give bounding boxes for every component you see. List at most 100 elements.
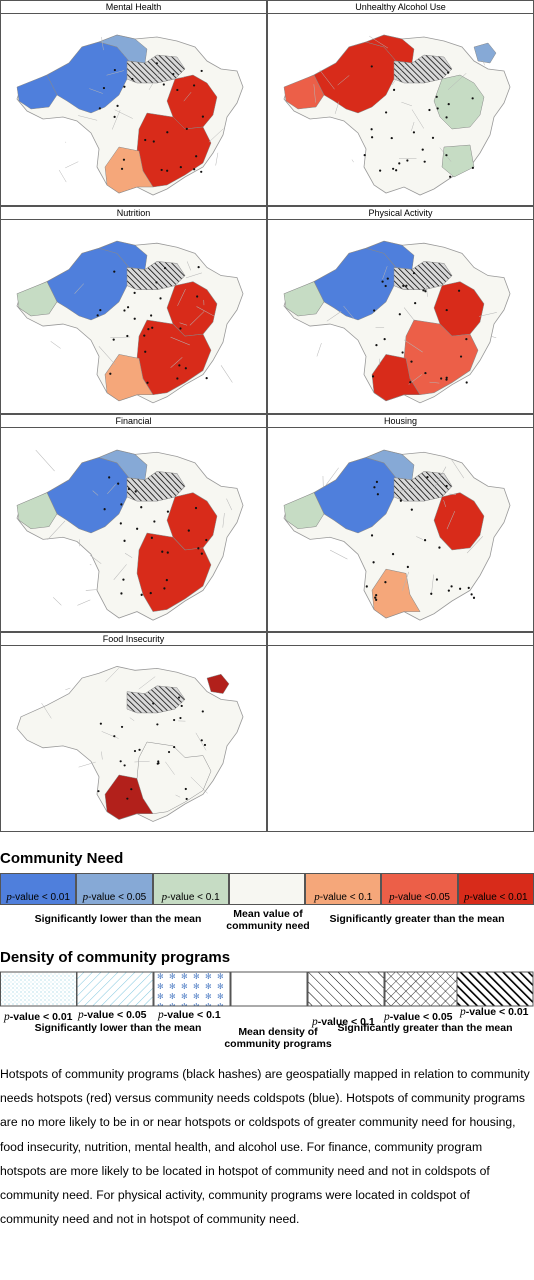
- panel-title: [268, 633, 533, 646]
- program-location-dot: [430, 592, 433, 595]
- density-swatch-hot-95: [384, 971, 458, 1007]
- program-location-dot: [373, 486, 376, 489]
- program-location-dot: [436, 107, 439, 110]
- density-swatch-cold-99: [0, 971, 77, 1007]
- need-region: [365, 240, 415, 270]
- program-hotspot-region: [126, 685, 186, 714]
- tract-boundary: [482, 60, 486, 66]
- tract-boundary: [92, 490, 99, 496]
- p-symbol: p: [6, 891, 12, 903]
- need-region: [16, 492, 58, 530]
- tract-boundary: [425, 282, 428, 297]
- legend-need-swatch: p-value < 0.1: [152, 873, 229, 905]
- program-location-dot: [200, 69, 203, 73]
- program-location-dot: [97, 790, 100, 793]
- need-region: [136, 532, 212, 612]
- program-location-dot: [195, 155, 198, 158]
- panel-title: Nutrition: [1, 207, 266, 220]
- pvalue-label: -value <0.05: [394, 892, 450, 903]
- legend-need-swatch: p-value < 0.05: [76, 873, 153, 905]
- program-location-dot: [136, 527, 139, 530]
- program-location-dot: [172, 72, 175, 76]
- legend-density-heading: Density of community programs: [0, 949, 231, 966]
- density-pvalue: p-value < 0.1: [312, 1016, 375, 1028]
- program-location-dot: [126, 334, 129, 338]
- program-location-dot: [197, 266, 200, 269]
- tract-boundary: [65, 161, 79, 169]
- tract-boundary: [177, 289, 186, 306]
- tract-boundary: [134, 760, 150, 763]
- panel-title: Food Insecurity: [1, 633, 266, 646]
- tract-boundary: [447, 73, 467, 90]
- legend-density-greater-label: Significantly greater than the mean: [337, 1022, 513, 1034]
- tract-boundary: [78, 115, 98, 121]
- tract-boundary: [466, 536, 483, 554]
- program-location-dot: [166, 131, 169, 134]
- tract-boundary: [403, 339, 423, 353]
- program-location-dot: [116, 104, 119, 107]
- program-location-dot: [373, 309, 376, 312]
- program-location-dot: [133, 291, 136, 294]
- tract-boundary: [175, 794, 181, 798]
- program-location-dot: [409, 381, 412, 384]
- program-location-dot: [470, 593, 473, 596]
- tract-boundary: [326, 311, 342, 322]
- program-location-dot: [140, 593, 143, 597]
- program-location-dot: [201, 115, 204, 118]
- program-location-dot: [120, 592, 123, 595]
- tract-boundary: [403, 307, 415, 321]
- program-location-dot: [385, 111, 388, 114]
- program-location-dot: [138, 748, 141, 751]
- tract-boundary: [416, 536, 423, 540]
- need-region: [98, 449, 148, 481]
- pvalue-label: -value < 0.01: [465, 1006, 529, 1018]
- program-location-dot: [157, 762, 160, 765]
- program-location-dot: [126, 797, 129, 800]
- legend-need-swatch: [228, 873, 306, 905]
- tract-boundary: [77, 599, 91, 606]
- tract-boundary: [400, 577, 403, 580]
- program-location-dot: [119, 522, 122, 525]
- tract-boundary: [89, 88, 103, 94]
- program-location-dot: [428, 108, 431, 112]
- program-location-dot: [140, 506, 143, 509]
- tract-boundary: [107, 484, 116, 495]
- program-location-dot: [179, 716, 182, 720]
- program-location-dot: [150, 536, 153, 539]
- tract-boundary: [101, 731, 119, 739]
- tract-boundary: [65, 687, 71, 691]
- program-location-dot: [423, 539, 427, 542]
- pvalue-label: -value < 0.05: [83, 1009, 147, 1021]
- program-location-dot: [134, 490, 137, 493]
- map-panel-empty: [267, 632, 534, 832]
- program-location-dot: [163, 587, 166, 590]
- program-location-dot: [117, 482, 120, 485]
- legend-density-mean-label: Mean density of community programs: [224, 1026, 332, 1050]
- program-location-dot: [113, 68, 116, 72]
- program-location-dot: [127, 487, 131, 491]
- tract-boundary: [179, 322, 188, 326]
- tract-boundary: [78, 761, 96, 768]
- program-location-dot: [406, 565, 409, 569]
- program-location-dot: [395, 169, 398, 172]
- hotspot-map: [283, 449, 511, 621]
- tract-boundary: [74, 283, 84, 294]
- program-location-dot: [99, 722, 102, 725]
- need-region: [365, 449, 415, 481]
- pvalue-label: -value < 0.05: [88, 892, 147, 903]
- tract-boundary: [148, 70, 161, 90]
- program-location-dot: [412, 272, 416, 275]
- tract-boundary: [138, 676, 156, 690]
- tract-boundary: [325, 467, 339, 485]
- program-location-dot: [421, 148, 424, 151]
- panel-title: Financial: [1, 415, 266, 428]
- program-location-dot: [471, 97, 474, 100]
- tract-boundary: [58, 169, 67, 183]
- program-location-dot: [179, 166, 182, 169]
- program-location-dot: [113, 115, 116, 118]
- program-location-dot: [156, 723, 159, 726]
- program-location-dot: [98, 107, 101, 110]
- program-location-dot: [109, 372, 112, 375]
- panel-title: Mental Health: [1, 1, 266, 14]
- program-location-dot: [414, 302, 417, 305]
